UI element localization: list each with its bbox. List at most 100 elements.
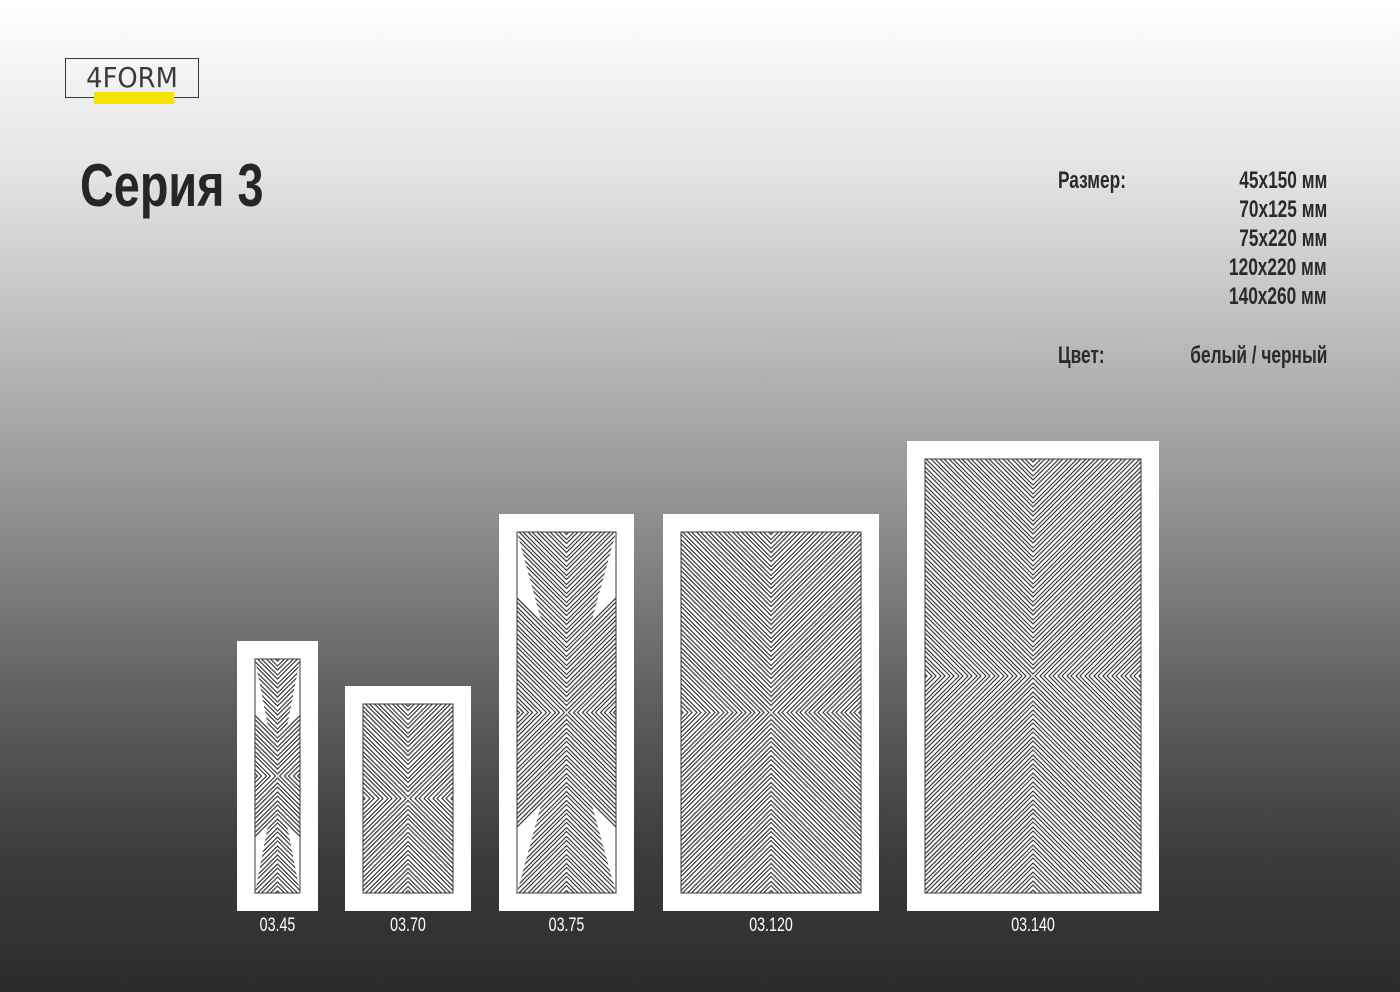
pattern-slot [1032, 441, 1034, 442]
product-panel-03-70 [345, 686, 471, 911]
pattern-slot [538, 532, 595, 543]
pattern-slot [255, 882, 300, 893]
pattern-slot [566, 617, 616, 808]
pattern-slot [255, 873, 300, 893]
pattern-slot [681, 532, 861, 633]
pattern-slot [925, 791, 1141, 893]
pattern-slot [1032, 910, 1034, 911]
pattern-slot [363, 707, 408, 890]
pattern-slot [255, 659, 300, 679]
pattern-slot [1033, 504, 1141, 848]
pattern-slot [771, 594, 861, 831]
pattern-slot [925, 657, 927, 695]
pattern-slot [681, 801, 861, 893]
pattern-slot [566, 581, 616, 844]
pattern-slot [925, 594, 990, 758]
product-panel-03-140 [907, 441, 1159, 911]
pattern-slot [375, 704, 441, 719]
pattern-left-quadrant [237, 698, 278, 854]
pattern-slot [375, 878, 441, 893]
pattern-slot [681, 532, 861, 624]
pattern-bottom-quadrant [255, 776, 300, 893]
pattern-slot [566, 514, 567, 515]
product-code: 03.75 [548, 915, 585, 936]
pattern-slot [517, 653, 559, 772]
pattern-slot [404, 907, 413, 912]
pattern-slot [566, 911, 567, 912]
pattern-slot [285, 743, 300, 809]
pattern-slot [925, 486, 1033, 866]
pattern-slot [681, 675, 701, 750]
pattern-slot [814, 648, 861, 777]
pattern-slot [566, 608, 616, 817]
pattern-slot [925, 459, 1141, 588]
pattern-slot [925, 521, 1033, 831]
size-value: 120x220 мм [1229, 254, 1327, 281]
pattern-slot [404, 686, 413, 691]
pattern-slot [1012, 889, 1054, 893]
pattern-slot [950, 459, 1116, 525]
pattern-slot [557, 514, 576, 524]
pattern-slot [742, 880, 800, 893]
pattern-slot [959, 459, 1107, 516]
pattern-slot [870, 704, 879, 722]
pattern-slot [517, 688, 525, 737]
pattern-slot [986, 863, 1080, 893]
pattern-slot [292, 752, 300, 800]
pattern-slot [1033, 531, 1141, 821]
pattern-slot [925, 647, 937, 705]
pattern-slot [771, 911, 772, 912]
pattern-slot [925, 630, 954, 722]
pattern-slot [517, 837, 616, 893]
pattern-slot [255, 752, 261, 800]
pattern-slot [557, 902, 576, 912]
pattern-slot [681, 594, 771, 831]
pattern-slot [681, 819, 861, 893]
pattern-slot [255, 662, 300, 706]
pattern-slot [925, 495, 1033, 857]
pattern-slot [771, 603, 861, 822]
pattern-frame [924, 458, 1142, 894]
pattern-slot [441, 770, 453, 827]
pattern-slot [363, 716, 408, 881]
pattern-slot [796, 630, 861, 795]
pattern-slot [404, 907, 413, 912]
pattern-slot [907, 667, 916, 685]
pattern-slot [1033, 467, 1141, 885]
pattern-slot [363, 779, 366, 818]
pattern-slot [630, 708, 635, 717]
pattern-slot [681, 576, 771, 849]
pattern-slot [925, 468, 1033, 884]
pattern-right-quadrant [566, 580, 635, 845]
pattern-slot [305, 763, 319, 790]
product-panel-03-75 [499, 514, 634, 911]
pattern-slot [925, 549, 1033, 803]
pattern-slot [751, 532, 791, 534]
pattern-slot [1033, 522, 1141, 830]
pattern-slot [995, 459, 1071, 480]
pattern-slot [258, 659, 297, 661]
pattern-slot [363, 752, 392, 845]
pattern-slot [1150, 667, 1159, 685]
pattern-slot [850, 684, 861, 741]
pattern-slot [925, 764, 1141, 893]
pattern-slot [363, 761, 383, 836]
pattern-slot [925, 773, 1141, 893]
pattern-slot [237, 763, 251, 790]
pattern-slot [566, 635, 616, 790]
pattern-slot [1032, 441, 1034, 442]
pattern-slot [771, 576, 861, 849]
size-value: 140x260 мм [1229, 283, 1327, 310]
pattern-slot [959, 836, 1107, 893]
pattern-slot [255, 659, 300, 671]
pattern-slot [925, 558, 1026, 794]
pattern-slot [805, 639, 861, 786]
pattern-slot [366, 869, 450, 893]
pattern-slot [870, 704, 879, 722]
size-value: 45x150 мм [1238, 167, 1327, 194]
pattern-slot [733, 532, 809, 552]
pattern-slot [771, 558, 861, 867]
pattern-slot [1094, 612, 1141, 740]
pattern-slot [1085, 603, 1141, 749]
pattern-slot [925, 467, 1033, 885]
